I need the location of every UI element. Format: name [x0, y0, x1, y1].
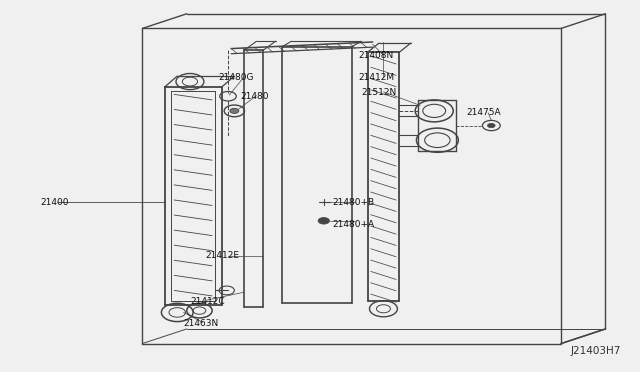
Text: J21403H7: J21403H7: [571, 346, 621, 356]
Text: 21480: 21480: [241, 92, 269, 101]
Text: 21480+B: 21480+B: [333, 198, 375, 207]
Text: 21480G: 21480G: [218, 73, 254, 83]
Text: 21412E: 21412E: [206, 251, 240, 260]
Circle shape: [488, 124, 495, 128]
Text: 21412M: 21412M: [358, 73, 394, 83]
Text: 21463N: 21463N: [184, 319, 219, 328]
Circle shape: [318, 218, 330, 224]
Text: 21408N: 21408N: [358, 51, 394, 60]
Text: 21412C: 21412C: [190, 297, 225, 306]
Text: 21512N: 21512N: [361, 88, 397, 97]
Text: 21475A: 21475A: [466, 108, 500, 117]
Text: 21400: 21400: [41, 198, 69, 207]
Circle shape: [230, 108, 239, 113]
Text: 21480+A: 21480+A: [333, 220, 375, 229]
